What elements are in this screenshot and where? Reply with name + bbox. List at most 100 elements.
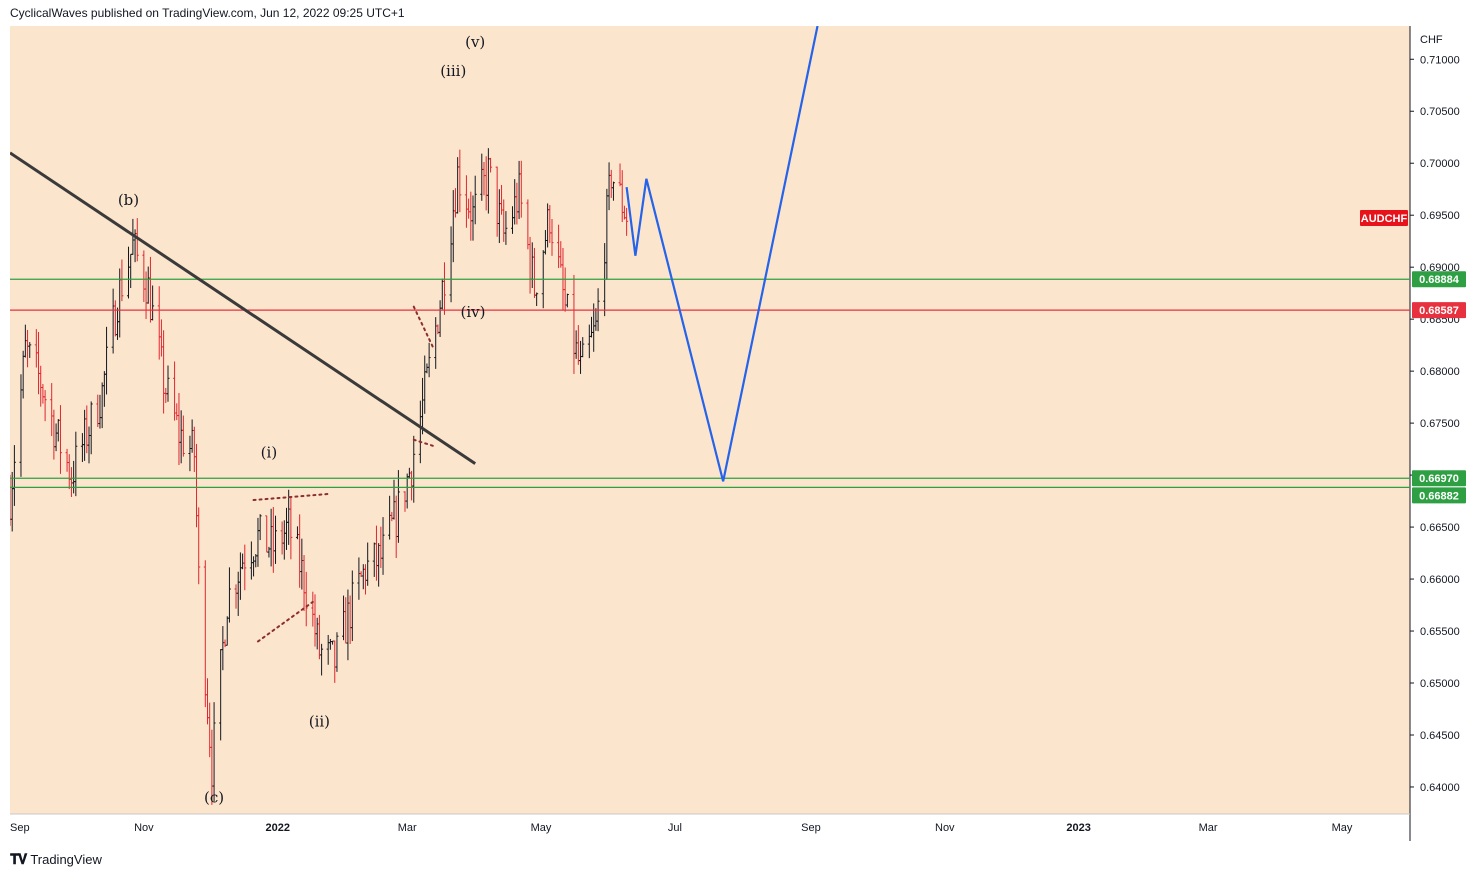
x-tick-label: Jul [668, 822, 682, 834]
candle [535, 292, 539, 307]
candle [366, 542, 370, 586]
y-tick-label: 0.66500 [1420, 522, 1460, 534]
candle [151, 285, 155, 321]
y-tick-label: 0.66000 [1420, 574, 1460, 586]
y-tick-label: 0.70500 [1420, 106, 1460, 118]
candle [243, 544, 247, 591]
candle [489, 157, 493, 173]
projection-path[interactable] [625, 26, 819, 482]
candle [581, 337, 585, 358]
wave-label: (c) [204, 789, 224, 807]
symbol-badge: AUDCHF [1360, 210, 1408, 226]
tradingview-logo-icon: 𝐓𝐕 [10, 851, 27, 867]
x-tick-label: Nov [935, 822, 955, 834]
wave-label: (b) [118, 191, 139, 209]
currency-label: CHF [1420, 34, 1443, 46]
triangle-boundary-line[interactable] [256, 600, 314, 643]
candle [473, 175, 477, 225]
x-axis-ticks: Sep Nov 2022 Mar May Jul Sep Nov 2023 Mar May [10, 822, 1353, 834]
candle [28, 342, 32, 358]
candle [335, 632, 339, 672]
candle [458, 149, 462, 213]
tradingview-logo-text: TradingView [30, 852, 102, 867]
svg-text:AUDCHF: AUDCHF [1361, 213, 1408, 225]
price-badge-green: 0.68884 [1412, 271, 1466, 288]
y-tick-label: 0.69000 [1420, 262, 1460, 274]
triangle-boundary-line[interactable] [252, 492, 332, 502]
svg-text:0.66882: 0.66882 [1419, 490, 1459, 502]
candle [611, 181, 615, 201]
x-tick-label: Nov [134, 822, 154, 834]
y-tick-label: 0.68000 [1420, 366, 1460, 378]
candle [181, 415, 185, 457]
price-badge-red: 0.68587 [1412, 302, 1466, 319]
chart-background [10, 26, 1410, 814]
x-tick-label: 2022 [265, 822, 289, 834]
wave-label: (iii) [440, 62, 466, 80]
triangle-boundary-line[interactable] [412, 438, 435, 447]
candle [12, 445, 16, 506]
trendline-group [10, 151, 477, 465]
svg-text:0.68587: 0.68587 [1419, 305, 1459, 317]
chart-area[interactable]: CHF (b) (c) (i) (ii) (iii) (iv) (v) 0.71000 0.7… [10, 26, 1468, 846]
wave-label: (iv) [461, 303, 486, 321]
triangle-boundary-line[interactable] [412, 305, 435, 350]
candle [381, 517, 385, 575]
candle [350, 570, 354, 642]
projection-group [625, 26, 819, 482]
wave-label: (i) [261, 443, 278, 461]
svg-text:0.66970: 0.66970 [1419, 473, 1459, 485]
wave-labels: (b) (c) (i) (ii) (iii) (iv) (v) [118, 33, 486, 807]
candle [550, 219, 554, 256]
candle [442, 262, 446, 315]
candle [396, 470, 400, 543]
candle [625, 207, 629, 236]
publisher-header: CyclicalWaves published on TradingView.c… [10, 6, 405, 20]
y-tick-label: 0.67500 [1420, 418, 1460, 430]
y-tick-label: 0.70000 [1420, 158, 1460, 170]
candle [289, 497, 293, 560]
price-axis-background [1410, 26, 1468, 814]
candle [227, 567, 231, 623]
price-badges: 0.68884 0.68587 0.66970 0.66882 AUDCHF [1360, 210, 1466, 504]
wave-label: (ii) [309, 713, 330, 731]
candle [519, 160, 523, 218]
y-tick-label: 0.65000 [1420, 678, 1460, 690]
descending-trendline[interactable] [10, 151, 477, 465]
candle [212, 702, 216, 802]
y-tick-label: 0.71000 [1420, 54, 1460, 66]
price-chart[interactable]: CHF (b)(c)(i)(ii)(iii)(iv)(v) 0.710000.7… [10, 26, 1468, 846]
candle [427, 342, 431, 378]
price-badge-green: 0.66882 [1412, 487, 1466, 504]
y-tick-label: 0.64000 [1420, 782, 1460, 794]
tradingview-logo[interactable]: 𝐓𝐕 TradingView [10, 851, 102, 868]
candle [74, 431, 78, 497]
candle [105, 326, 109, 395]
x-tick-label: Mar [1199, 822, 1218, 834]
x-tick-label: Sep [10, 822, 30, 834]
y-tick-label: 0.64500 [1420, 730, 1460, 742]
y-axis-ticks: 0.71000 0.70500 0.70000 0.69500 0.69000 0.685… [1410, 54, 1460, 794]
x-tick-label: Sep [801, 822, 821, 834]
candle [258, 514, 262, 541]
candle [565, 293, 569, 308]
x-tick-label: May [1332, 822, 1353, 834]
x-tick-label: Mar [398, 822, 417, 834]
candle [274, 515, 278, 564]
candle [304, 571, 308, 627]
candle [412, 435, 416, 503]
candle [197, 507, 201, 585]
triangle-lines [252, 305, 435, 643]
y-tick-label: 0.65500 [1420, 626, 1460, 638]
x-tick-label: May [531, 822, 552, 834]
price-badge-green: 0.66970 [1412, 470, 1466, 487]
candle [320, 643, 324, 676]
candle [43, 390, 47, 422]
candles [10, 148, 629, 805]
candle [166, 365, 170, 402]
svg-text:0.68884: 0.68884 [1419, 274, 1460, 286]
candle [89, 401, 93, 455]
x-tick-label: 2023 [1066, 822, 1090, 834]
candle [135, 218, 139, 262]
candle [504, 211, 508, 245]
